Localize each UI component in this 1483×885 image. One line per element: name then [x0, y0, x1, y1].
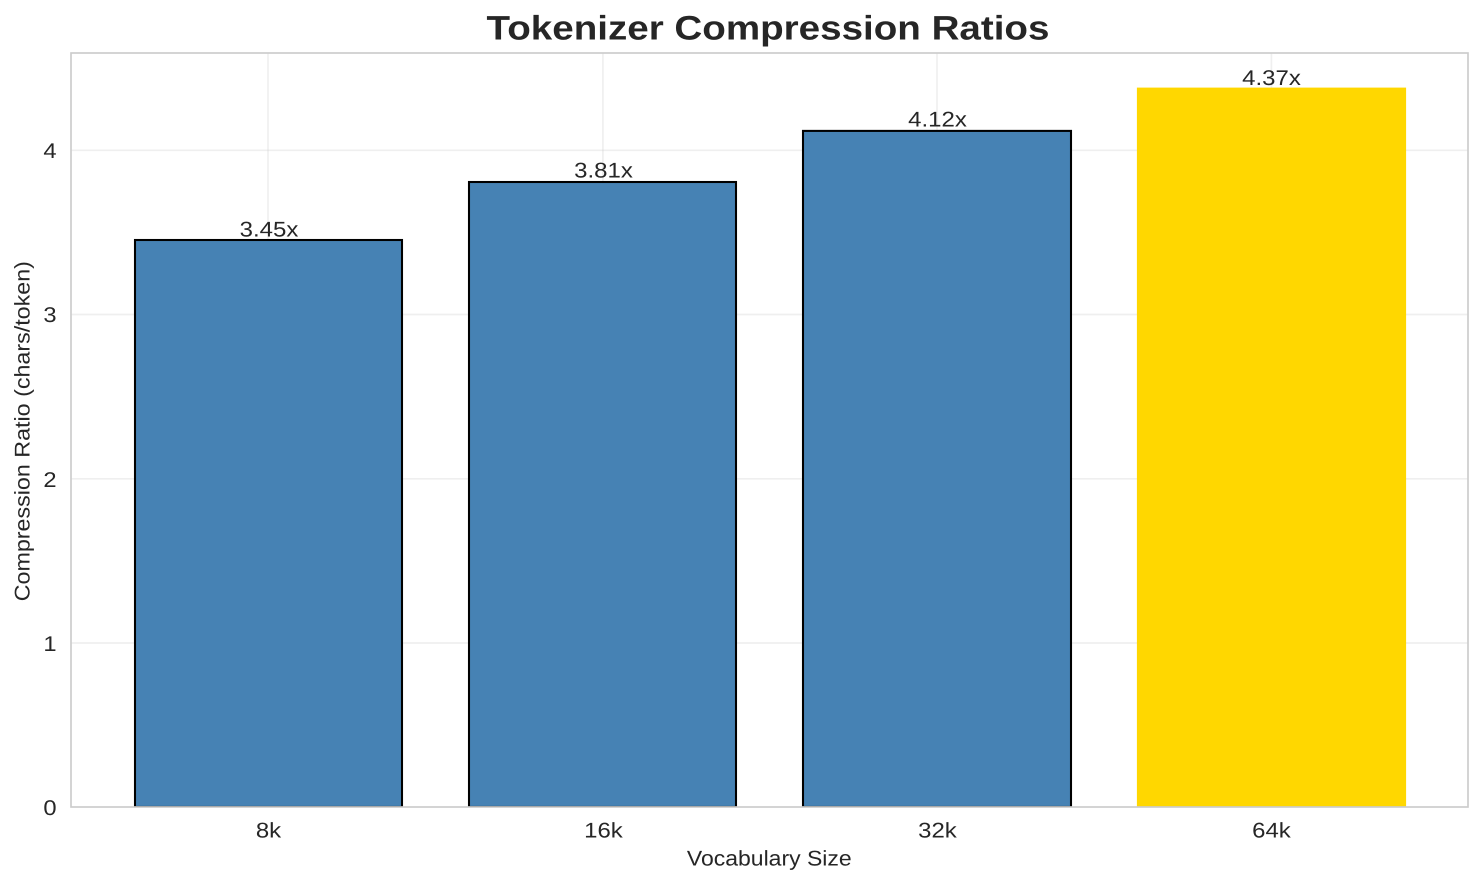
svg-text:4.37x: 4.37x [1242, 66, 1301, 90]
svg-text:16k: 16k [584, 819, 623, 843]
svg-text:Tokenizer Compression Ratios: Tokenizer Compression Ratios [487, 9, 1050, 47]
svg-text:3: 3 [43, 303, 56, 327]
svg-text:Vocabulary Size: Vocabulary Size [687, 847, 852, 871]
svg-text:3.45x: 3.45x [240, 217, 299, 241]
svg-text:0: 0 [43, 796, 56, 820]
svg-text:64k: 64k [1252, 819, 1291, 843]
svg-text:Compression Ratio (chars/token: Compression Ratio (chars/token) [10, 261, 34, 601]
svg-text:32k: 32k [918, 819, 957, 843]
svg-text:3.81x: 3.81x [574, 158, 633, 182]
svg-text:8k: 8k [256, 819, 282, 843]
svg-text:1: 1 [43, 632, 56, 656]
svg-text:4.12x: 4.12x [908, 107, 967, 131]
svg-text:4: 4 [43, 139, 56, 163]
svg-text:2: 2 [43, 468, 56, 492]
